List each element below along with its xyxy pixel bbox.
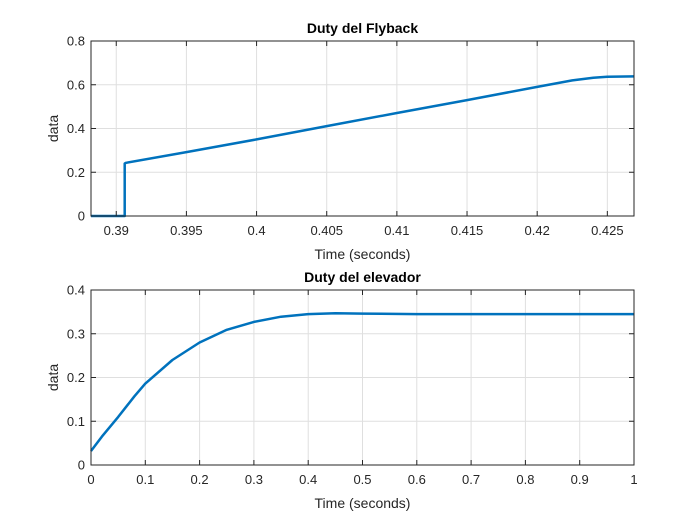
subplot-flyback: 0.39 0.395 0.4 0.405 0.41 0.415 0.42 0.425 0 0.2 0…: [45, 20, 635, 262]
x-tick-label-flyback: 0.4: [248, 223, 266, 238]
x-tick-label-elevador: 0.1: [136, 472, 154, 487]
x-tick-label-elevador: 0.9: [571, 472, 589, 487]
x-tick-label-elevador: 0.8: [516, 472, 534, 487]
x-tick-label-flyback: 0.39: [104, 223, 129, 238]
x-tick-label-elevador: 0.2: [191, 472, 209, 487]
series-line-elevador: [90, 311, 634, 452]
x-tick-label-elevador: 1: [630, 472, 637, 487]
chart-title-flyback: Duty del Flyback: [307, 20, 418, 36]
x-tick-label-elevador: 0.6: [408, 472, 426, 487]
x-tick-label-flyback: 0.425: [591, 223, 624, 238]
x-tick-label-flyback: 0.395: [170, 223, 203, 238]
x-tick-label-flyback: 0.415: [451, 223, 484, 238]
series-line-flyback: [91, 75, 635, 218]
chart-title-elevador: Duty del elevador: [304, 269, 421, 285]
y-tick-label-flyback: 0.6: [67, 77, 85, 92]
y-axis-label-flyback: data: [45, 115, 61, 142]
x-axis-label-flyback: Time (seconds): [315, 246, 411, 262]
x-axis-label-elevador: Time (seconds): [315, 495, 411, 511]
subplot-elevador: 0 0.1 0.2 0.3 0.4 0.5 0.6 0.7 0.8 0.9 1 0 0.1 0.2 0.3 0…: [45, 269, 638, 511]
y-tick-label-flyback: 0.4: [67, 121, 85, 136]
y-tick-label-flyback: 0.8: [67, 34, 85, 49]
y-tick-label-flyback: 0: [78, 209, 85, 224]
x-tick-label-elevador: 0: [87, 472, 94, 487]
x-tick-label-flyback: 0.42: [525, 223, 550, 238]
x-tick-label-flyback: 0.41: [384, 223, 409, 238]
x-tick-label-elevador: 0.5: [353, 472, 371, 487]
y-axis-label-elevador: data: [45, 364, 61, 391]
x-tick-label-elevador: 0.7: [462, 472, 480, 487]
y-tick-label-elevador: 0.1: [67, 414, 85, 429]
y-tick-label-elevador: 0.4: [67, 283, 85, 298]
x-tick-label-elevador: 0.4: [299, 472, 317, 487]
x-tick-label-flyback: 0.405: [310, 223, 343, 238]
y-tick-label-elevador: 0.3: [67, 326, 85, 341]
y-tick-label-elevador: 0: [78, 458, 85, 473]
y-tick-label-flyback: 0.2: [67, 165, 85, 180]
y-tick-label-elevador: 0.2: [67, 370, 85, 385]
x-tick-label-elevador: 0.3: [245, 472, 263, 487]
